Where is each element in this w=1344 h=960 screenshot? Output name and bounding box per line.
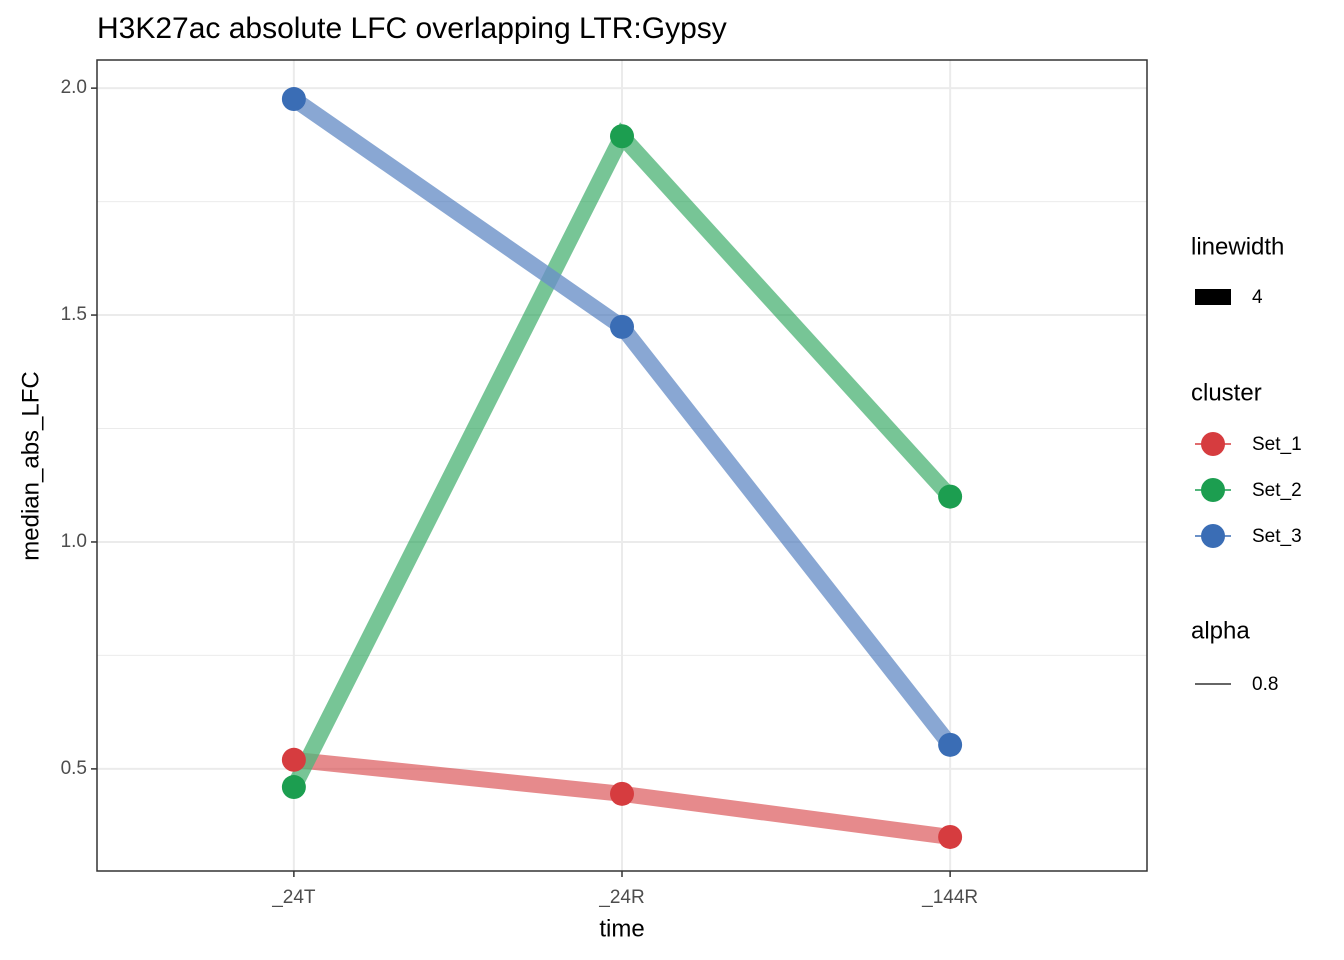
y-tick-label: 0.5 bbox=[61, 758, 87, 779]
legend-key bbox=[1201, 478, 1225, 502]
y-tick-label: 1.0 bbox=[61, 531, 87, 552]
point bbox=[938, 484, 963, 509]
legend-label: Set_3 bbox=[1252, 526, 1302, 547]
legend-label: Set_1 bbox=[1252, 434, 1302, 455]
legend-label: Set_2 bbox=[1252, 480, 1302, 501]
chart-title: H3K27ac absolute LFC overlapping LTR:Gyp… bbox=[97, 12, 727, 45]
point bbox=[281, 87, 306, 112]
legend-key bbox=[1201, 432, 1225, 456]
legend-key bbox=[1201, 524, 1225, 548]
point bbox=[938, 824, 963, 849]
legend-title: alpha bbox=[1191, 617, 1250, 644]
panel-border bbox=[96, 59, 1148, 872]
y-tick-label: 2.0 bbox=[61, 77, 87, 98]
point bbox=[281, 747, 306, 772]
legend-key bbox=[1195, 289, 1231, 305]
x-tick-label: _24T bbox=[271, 887, 316, 908]
x-tick-label: _24R bbox=[598, 887, 644, 908]
point bbox=[281, 775, 306, 800]
legend-title: cluster bbox=[1191, 379, 1262, 406]
point bbox=[610, 314, 634, 339]
point bbox=[610, 124, 634, 149]
x-tick-label: _144R bbox=[921, 887, 978, 908]
x-axis-label: time bbox=[599, 915, 644, 942]
legend-title: linewidth bbox=[1191, 233, 1284, 260]
legend-label: 4 bbox=[1252, 287, 1263, 308]
y-tick-label: 1.5 bbox=[61, 304, 87, 325]
point bbox=[938, 732, 963, 757]
legend-label: 0.8 bbox=[1252, 674, 1278, 695]
y-axis-label: median_abs_LFC bbox=[17, 371, 44, 560]
point bbox=[610, 781, 634, 806]
